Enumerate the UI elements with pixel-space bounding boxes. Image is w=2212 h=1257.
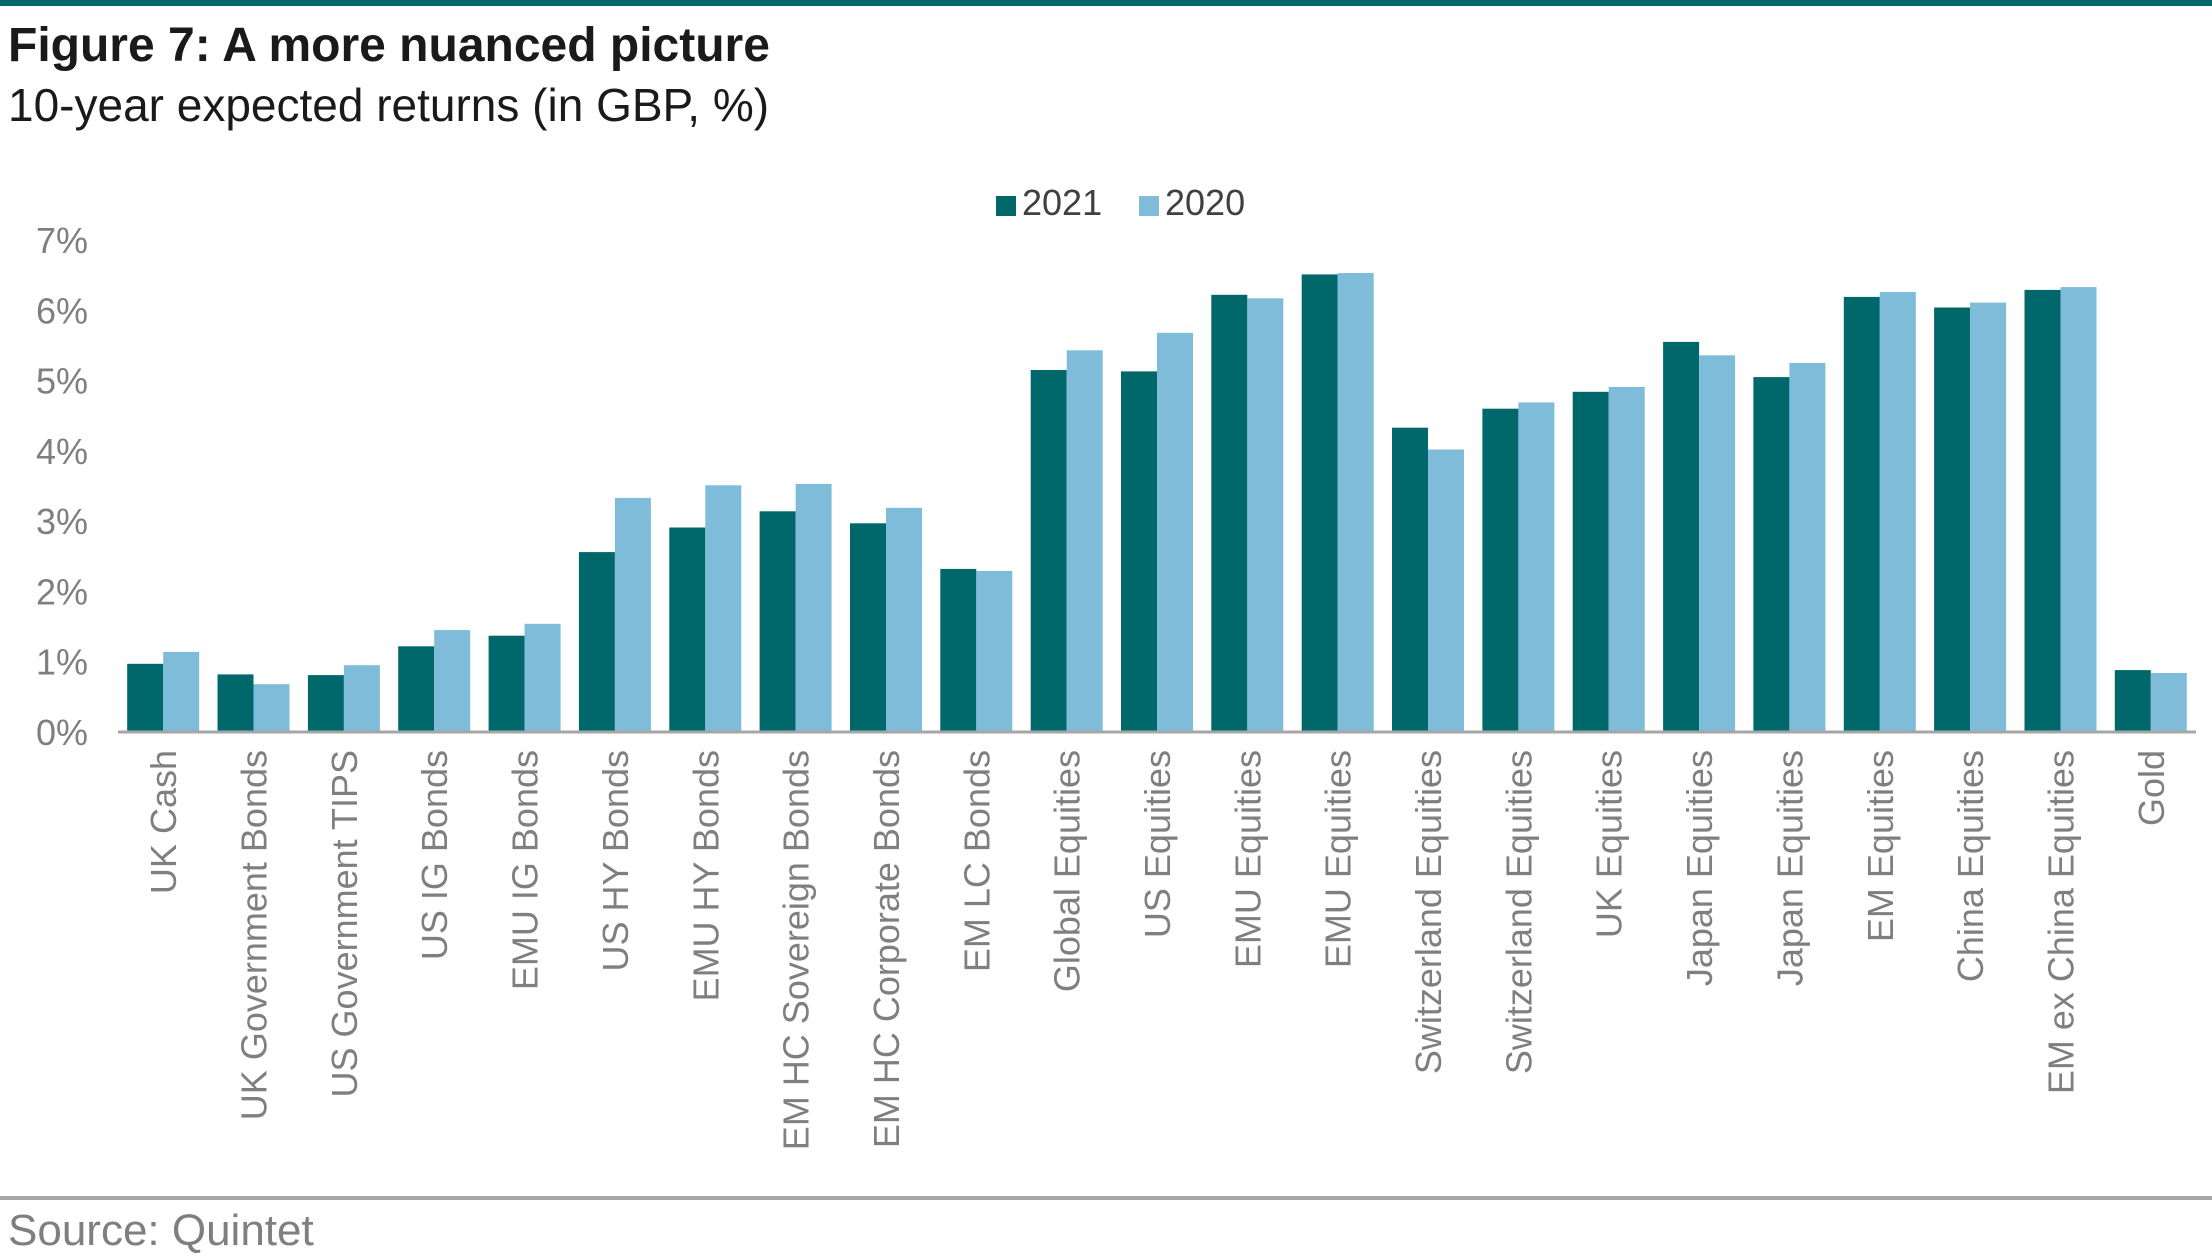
bar-2020 [524, 623, 561, 732]
y-tick-label: 4% [36, 431, 88, 472]
x-category-label: US Government TIPS [324, 750, 365, 1097]
x-category-label: China Equities [1950, 750, 1991, 982]
x-category-label: Gold [2131, 750, 2172, 826]
bar-2021 [759, 511, 796, 732]
x-category-label: US HY Bonds [595, 750, 636, 971]
bar-2020 [705, 485, 742, 732]
bar-2020 [1247, 298, 1284, 732]
bar-2020 [886, 507, 922, 732]
bar-2021 [217, 674, 254, 732]
bar-2021 [1121, 371, 1157, 732]
x-category-label: EMU HY Bonds [685, 750, 726, 1001]
bar-2021 [578, 552, 615, 732]
bar-2021 [1392, 427, 1428, 732]
x-category-label: US IG Bonds [414, 750, 455, 960]
bar-2020 [2150, 673, 2187, 732]
x-category-label: UK Equities [1589, 750, 1630, 938]
x-category-label: Switzerland Equities [1408, 750, 1449, 1074]
y-tick-label: 1% [36, 642, 88, 683]
bar-2020 [253, 684, 290, 732]
bar-2021 [1753, 377, 1790, 732]
x-category-label: EMU Equities [1318, 750, 1359, 968]
bar-2020 [614, 497, 651, 732]
y-tick-label: 6% [36, 290, 88, 331]
bar-2021 [940, 568, 977, 732]
bar-2020 [1337, 273, 1374, 732]
bar-2020 [1699, 355, 1736, 732]
x-category-label: EM HC Corporate Bonds [866, 750, 907, 1148]
bar-2021 [669, 527, 706, 732]
bar-2020 [1157, 332, 1193, 732]
bar-2020 [1608, 386, 1645, 732]
bar-2021 [1211, 294, 1248, 732]
x-category-label: EM Equities [1860, 750, 1901, 942]
bar-2021 [1482, 408, 1519, 732]
figure-subtitle: 10-year expected returns (in GBP, %) [8, 79, 770, 131]
y-tick-label: 0% [36, 712, 88, 753]
legend-label-2021: 2021 [1022, 182, 1102, 223]
bar-2020 [1970, 302, 2007, 732]
bar-2020 [976, 571, 1013, 732]
x-category-label: Global Equities [1047, 750, 1088, 992]
bar-2020 [1518, 402, 1555, 732]
bar-2020 [163, 651, 200, 732]
x-category-label: Switzerland Equities [1498, 750, 1539, 1074]
legend-swatch-2021 [996, 196, 1016, 216]
bar-2021 [850, 523, 886, 732]
y-tick-label: 5% [36, 361, 88, 402]
x-category-label: EM HC Sovereign Bonds [776, 750, 817, 1150]
bar-2021 [2024, 289, 2061, 732]
x-category-label: Japan Equities [1769, 750, 1810, 986]
y-tick-label: 3% [36, 501, 88, 542]
bar-2020 [343, 665, 380, 732]
bar-2020 [1066, 350, 1103, 732]
top-rule [0, 0, 2212, 6]
bar-2021 [1301, 274, 1338, 732]
bar-2021 [1572, 391, 1609, 732]
bar-2020 [1789, 363, 1826, 732]
bar-2020 [795, 483, 832, 732]
bar-2021 [1030, 370, 1067, 732]
bar-2021 [1663, 341, 1700, 732]
bar-2021 [127, 663, 164, 732]
bar-2021 [2114, 670, 2151, 732]
bar-2021 [488, 635, 525, 732]
x-category-label: EMU Equities [1227, 750, 1268, 968]
bar-2020 [1428, 449, 1464, 732]
bar-2021 [307, 675, 344, 732]
bar-2021 [398, 646, 435, 732]
x-category-label: Japan Equities [1679, 750, 1720, 986]
legend-label-2020: 2020 [1165, 182, 1245, 223]
x-category-label: EM LC Bonds [956, 750, 997, 972]
source-note: Source: Quintet [8, 1206, 314, 1255]
x-category-label: US Equities [1137, 750, 1178, 938]
bar-2020 [2060, 287, 2097, 732]
bar-2020 [1879, 292, 1916, 732]
x-category-label: EMU IG Bonds [505, 750, 546, 990]
bar-2021 [1934, 307, 1971, 732]
figure-title: Figure 7: A more nuanced picture [8, 19, 770, 72]
bottom-rule [0, 1196, 2212, 1200]
legend-swatch-2020 [1139, 196, 1159, 216]
y-tick-label: 7% [36, 220, 88, 261]
bar-2021 [1843, 296, 1880, 732]
y-tick-label: 2% [36, 571, 88, 612]
x-category-label: UK Cash [143, 750, 184, 894]
x-category-label: UK Government Bonds [234, 750, 275, 1120]
bar-2020 [434, 630, 471, 732]
x-category-label: EM ex China Equities [2041, 750, 2082, 1094]
